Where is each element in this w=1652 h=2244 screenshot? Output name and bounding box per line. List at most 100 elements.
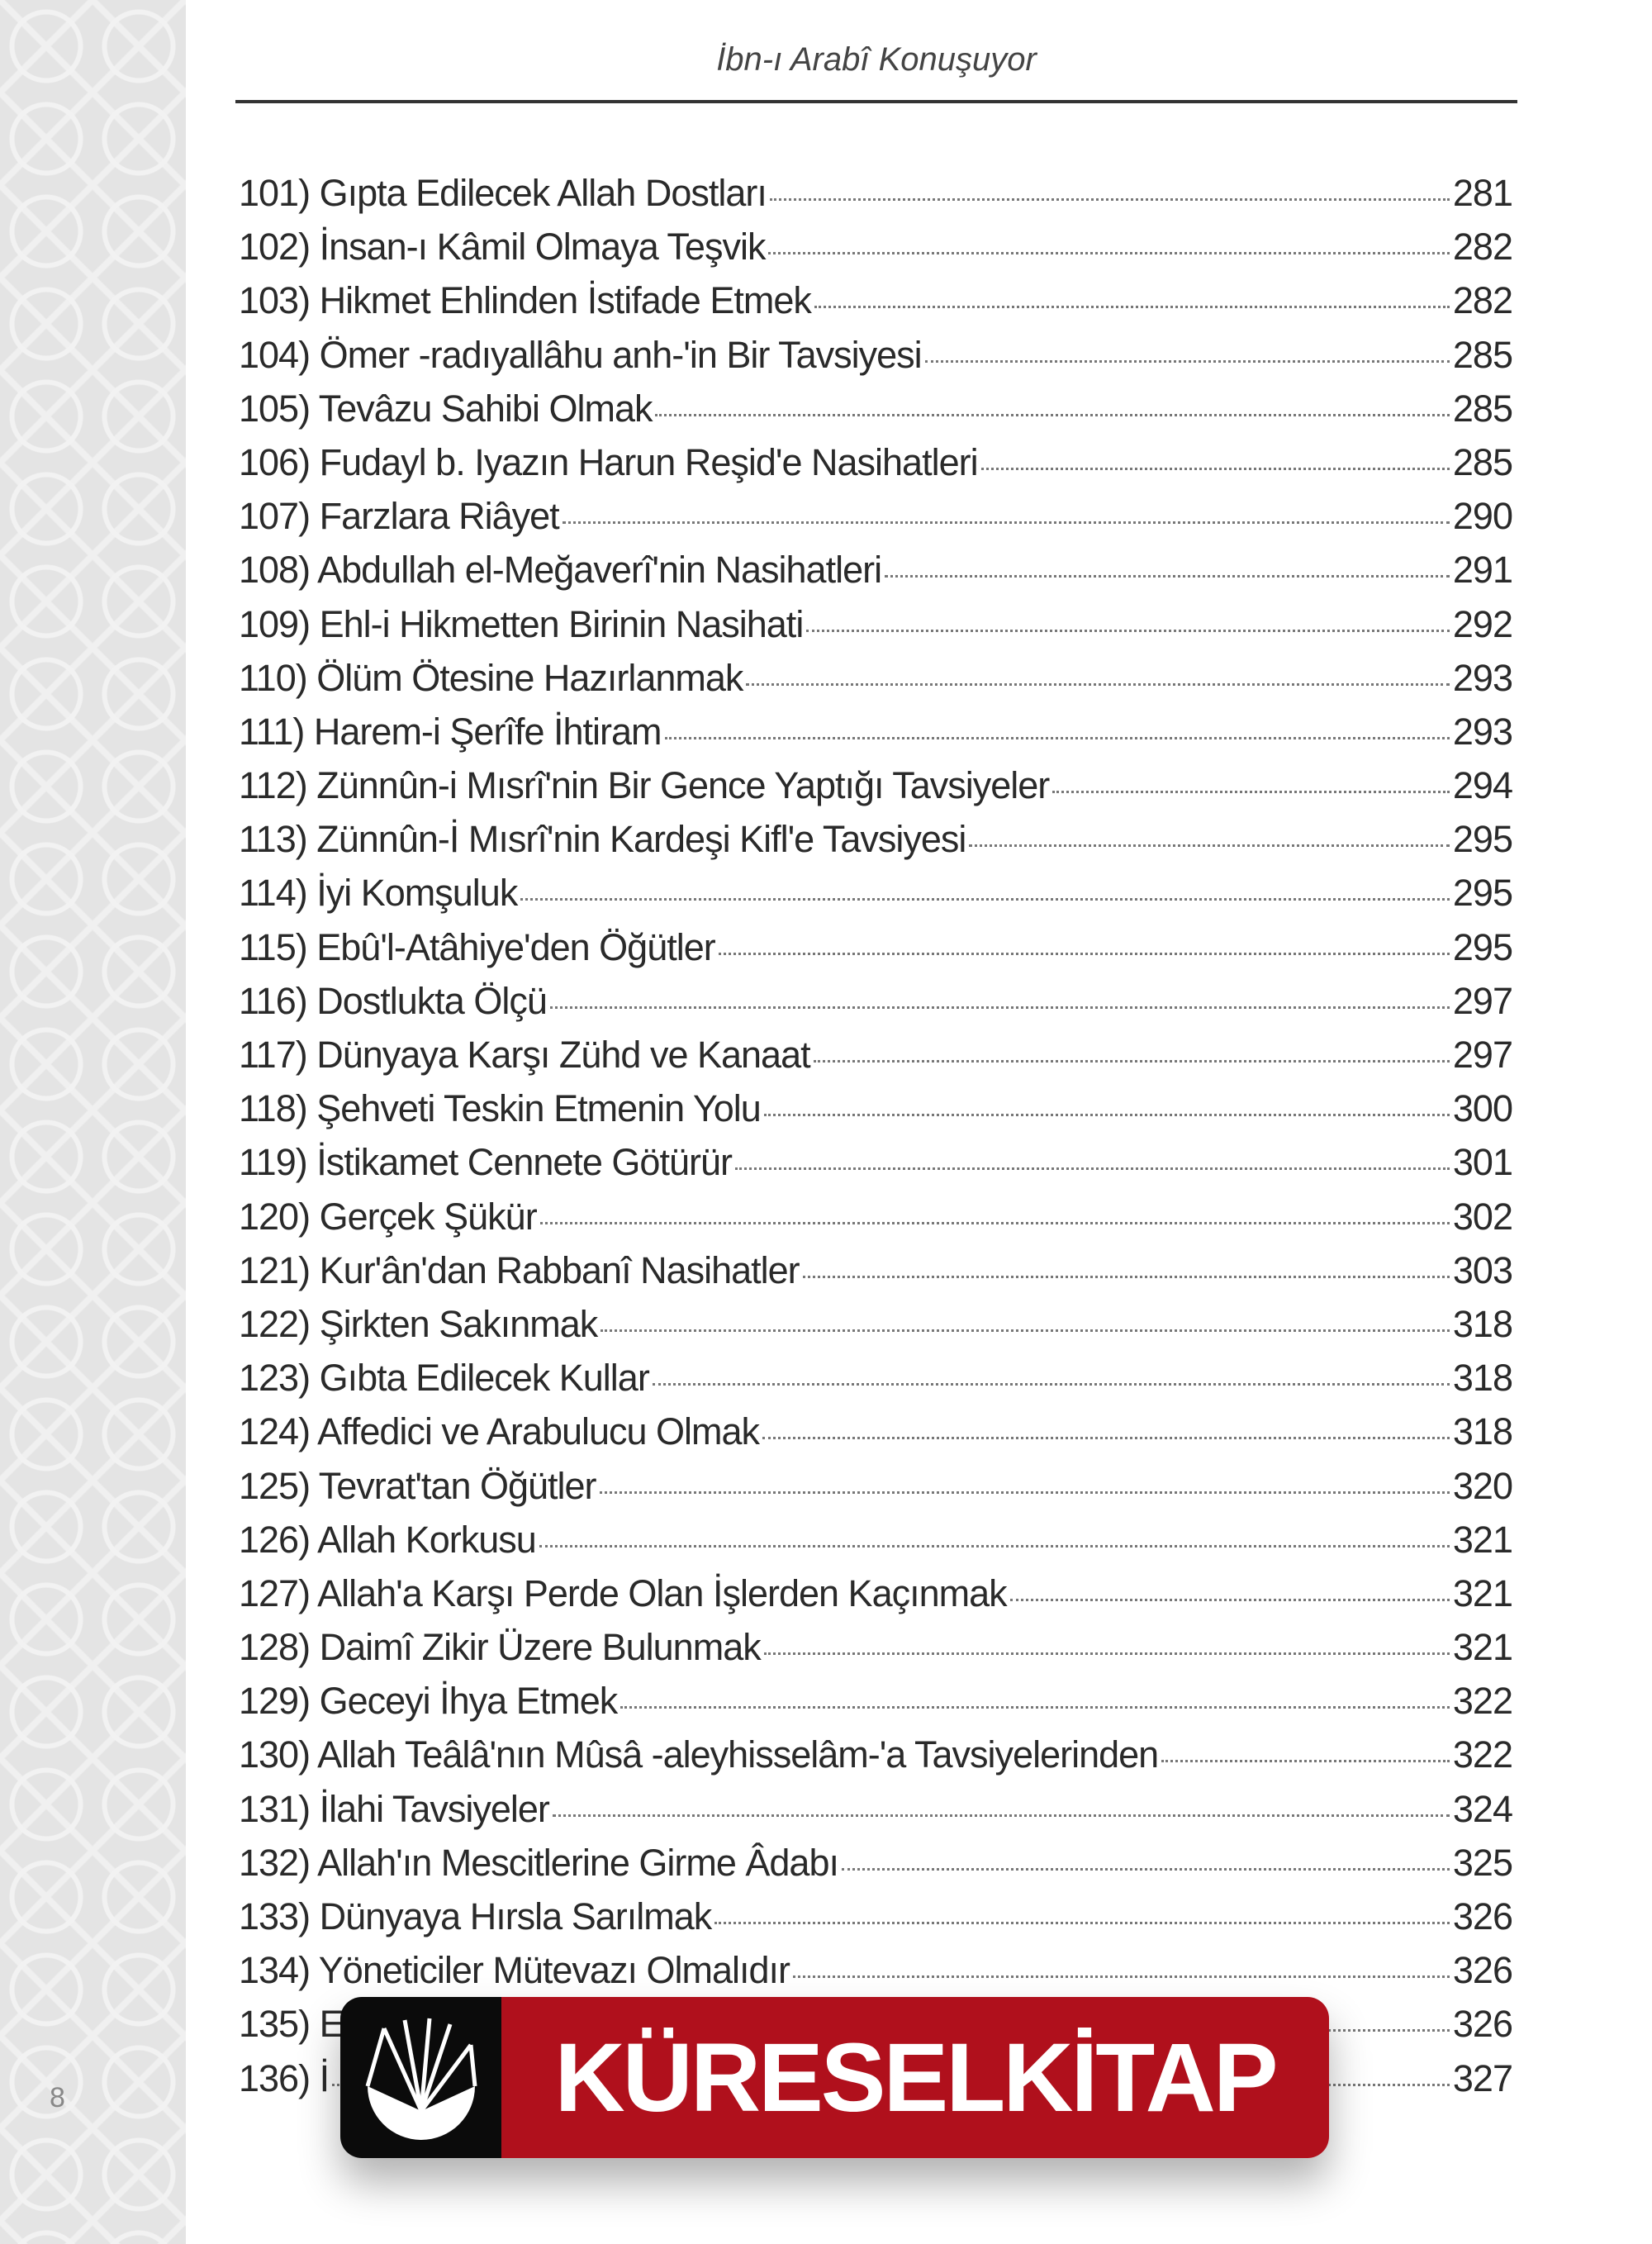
toc-entry-number: 125) bbox=[239, 1464, 311, 1507]
toc-entry-page: 321 bbox=[1452, 1518, 1513, 1561]
toc-entry-page: 295 bbox=[1452, 818, 1513, 861]
toc-entry-page: 282 bbox=[1452, 279, 1513, 322]
toc-entry-page: 322 bbox=[1452, 1733, 1513, 1776]
toc-entry-text: Zünnûn-i Mısrî'nin Bir Gence Yaptığı Tav… bbox=[316, 764, 1050, 807]
toc-entry: 103) Hikmet Ehlinden İstifade Etmek 282 bbox=[239, 279, 1513, 333]
header-rule bbox=[235, 100, 1517, 103]
toc-entry-number: 133) bbox=[239, 1895, 311, 1937]
toc-entry: 120) Gerçek Şükür 302 bbox=[239, 1196, 1513, 1249]
toc-entry: 114) İyi Komşuluk 295 bbox=[239, 872, 1513, 925]
toc-entry-title: 131) İlahi Tavsiyeler bbox=[239, 1787, 550, 1831]
toc-entry-number: 123) bbox=[239, 1357, 311, 1400]
toc-entry-title: 104) Ömer -radıyallâhu anh-'in Bir Tavsi… bbox=[239, 333, 923, 377]
toc-entry-text: Ebû'l-Atâhiye'den Öğütler bbox=[316, 925, 715, 968]
dot-leader bbox=[735, 1167, 1450, 1171]
toc-entry-text: İlahi Tavsiyeler bbox=[319, 1787, 550, 1830]
dot-leader bbox=[664, 736, 1450, 739]
toc-entry: 110) Ölüm Ötesine Hazırlanmak 293 bbox=[239, 656, 1513, 711]
toc-entry-text: Tevâzu Sahibi Olmak bbox=[318, 387, 653, 430]
toc-entry-text: Gıbta Edilecek Kullar bbox=[319, 1357, 650, 1400]
toc-entry-text: Ölüm Ötesine Hazırlanmak bbox=[316, 656, 743, 699]
toc-entry-number: 113) bbox=[239, 818, 308, 861]
toc-entry-title: 134) Yöneticiler Mütevazı Olmalıdır bbox=[239, 1949, 790, 1992]
toc-entry-text: Allah Korkusu bbox=[317, 1518, 537, 1561]
dot-leader bbox=[552, 1814, 1450, 1817]
toc-entry-text: Allah'ın Mescitlerine Girme Âdabı bbox=[317, 1841, 839, 1884]
toc-entry-title: 133) Dünyaya Hırsla Sarılmak bbox=[239, 1895, 712, 1938]
dot-leader bbox=[762, 1437, 1450, 1440]
toc-entry-text: Ehl-i Hikmetten Birinin Nasihati bbox=[319, 602, 805, 645]
toc-entry-number: 103) bbox=[239, 279, 311, 322]
toc-entry: 131) İlahi Tavsiyeler 324 bbox=[239, 1787, 1513, 1842]
globe-book-icon bbox=[340, 1997, 501, 2158]
toc-entry-number: 110) bbox=[239, 656, 308, 699]
toc-entry-number: 135) bbox=[239, 2003, 311, 2046]
dot-leader bbox=[793, 1975, 1450, 1979]
dot-leader bbox=[539, 1221, 1450, 1224]
toc-entry-text: İstikamet Cennete Götürür bbox=[316, 1141, 733, 1184]
toc-entry-title: 103) Hikmet Ehlinden İstifade Etmek bbox=[239, 279, 812, 322]
toc-entry-title: 121) Kur'ân'dan Rabbanî Nasihatler bbox=[239, 1249, 800, 1292]
toc-entry: 127) Allah'a Karşı Perde Olan İşlerden K… bbox=[239, 1571, 1513, 1626]
toc-entry-text: Hikmet Ehlinden İstifade Etmek bbox=[319, 279, 812, 322]
toc-entry-page: 281 bbox=[1452, 172, 1513, 214]
toc-entry: 125) Tevrat'tan Öğütler 320 bbox=[239, 1464, 1513, 1519]
toc-entry-page: 290 bbox=[1452, 495, 1513, 538]
toc-entry-title: 117) Dünyaya Karşı Zühd ve Kanaat bbox=[239, 1034, 811, 1077]
toc-entry: 129) Geceyi İhya Etmek 322 bbox=[239, 1680, 1513, 1733]
toc-entry-page: 321 bbox=[1452, 1571, 1513, 1614]
toc-entry-page: 285 bbox=[1452, 387, 1513, 430]
toc-entry-title: 101) Gıpta Edilecek Allah Dostları bbox=[239, 172, 767, 215]
toc-entry-page: 297 bbox=[1452, 1034, 1513, 1076]
dot-leader bbox=[539, 1544, 1450, 1548]
toc-entry-number: 134) bbox=[239, 1949, 311, 1992]
toc-entry-text: Abdullah el-Meğaverî'nin Nasihatleri bbox=[317, 549, 882, 592]
toc-entry-title: 129) Geceyi İhya Etmek bbox=[239, 1680, 618, 1723]
toc-entry-number: 115) bbox=[239, 925, 308, 968]
toc-entry-page: 322 bbox=[1452, 1680, 1513, 1723]
toc-entry-number: 131) bbox=[239, 1787, 311, 1830]
toc-entry-page: 297 bbox=[1452, 979, 1513, 1022]
toc-entry-page: 320 bbox=[1452, 1464, 1513, 1507]
toc-entry-text: Fudayl b. Iyazın Harun Reşid'e Nasihatle… bbox=[319, 440, 979, 483]
toc-entry-text: Farzlara Riâyet bbox=[319, 495, 560, 538]
toc-entry-number: 109) bbox=[239, 602, 311, 645]
dot-leader bbox=[746, 682, 1450, 686]
toc-entry-page: 301 bbox=[1452, 1141, 1513, 1184]
toc-entry-title: 135) E bbox=[239, 2003, 344, 2046]
toc-entry-number: 116) bbox=[239, 979, 308, 1022]
watermark-text: KÜRESELKİTAP bbox=[501, 1997, 1329, 2158]
dot-leader bbox=[980, 467, 1450, 470]
toc-entry: 104) Ömer -radıyallâhu anh-'in Bir Tavsi… bbox=[239, 333, 1513, 387]
toc-entry-title: 120) Gerçek Şükür bbox=[239, 1196, 538, 1238]
toc-entry-text: Şirkten Sakınmak bbox=[319, 1302, 599, 1345]
dot-leader bbox=[1161, 1760, 1450, 1763]
dot-leader bbox=[655, 413, 1450, 416]
toc-entry-number: 102) bbox=[239, 226, 311, 269]
toc-entry: 108) Abdullah el-Meğaverî'nin Nasihatler… bbox=[239, 549, 1513, 602]
toc-entry: 109) Ehl-i Hikmetten Birinin Nasihati 292 bbox=[239, 602, 1513, 657]
toc-entry-title: 126) Allah Korkusu bbox=[239, 1518, 537, 1562]
toc-entry-page: 325 bbox=[1452, 1841, 1513, 1884]
watermark-logo: KÜRESELKİTAP bbox=[340, 1997, 1329, 2158]
toc-entry-title: 111) Harem-i Şerîfe İhtiram bbox=[239, 711, 662, 754]
toc-entry: 115) Ebû'l-Atâhiye'den Öğütler 295 bbox=[239, 925, 1513, 980]
toc-entry-title: 105) Tevâzu Sahibi Olmak bbox=[239, 387, 653, 430]
toc-entry-page: 295 bbox=[1452, 925, 1513, 968]
toc-entry-page: 326 bbox=[1452, 1895, 1513, 1937]
toc-entry-text: Kur'ân'dan Rabbanî Nasihatler bbox=[319, 1248, 800, 1291]
toc-entry-text: İnsan-ı Kâmil Olmaya Teşvik bbox=[319, 226, 767, 269]
dot-leader bbox=[520, 898, 1450, 901]
toc-entry-text: İ bbox=[319, 2056, 330, 2099]
toc-entry-text: Ömer -radıyallâhu anh-'in Bir Tavsiyesi bbox=[319, 333, 923, 376]
toc-entry-title: 108) Abdullah el-Meğaverî'nin Nasihatler… bbox=[239, 549, 882, 592]
toc-entry-title: 125) Tevrat'tan Öğütler bbox=[239, 1464, 597, 1508]
toc-entry-number: 121) bbox=[239, 1248, 311, 1291]
toc-entry-page: 295 bbox=[1452, 872, 1513, 915]
dot-leader bbox=[802, 1275, 1450, 1278]
toc-entry-text: Şehveti Teskin Etmenin Yolu bbox=[316, 1087, 762, 1130]
dot-leader bbox=[769, 198, 1450, 201]
toc-entry-title: 115) Ebû'l-Atâhiye'den Öğütler bbox=[239, 925, 716, 969]
toc-entry: 124) Affedici ve Arabulucu Olmak 318 bbox=[239, 1410, 1513, 1464]
toc-entry-title: 128) Daimî Zikir Üzere Bulunmak bbox=[239, 1626, 762, 1669]
